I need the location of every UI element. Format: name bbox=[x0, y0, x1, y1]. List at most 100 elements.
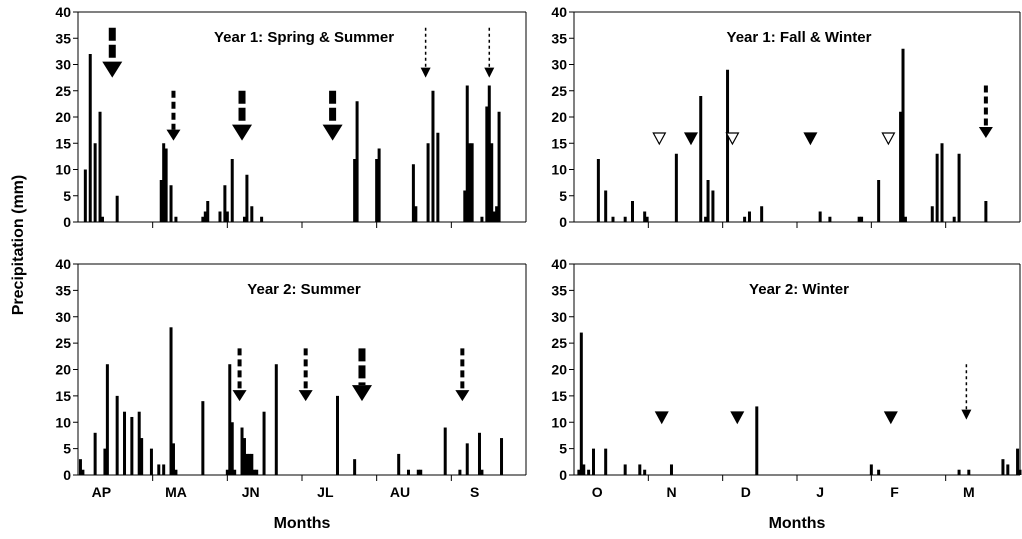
precip-bar bbox=[458, 469, 462, 475]
y-tick-label: 25 bbox=[551, 83, 567, 99]
precip-bar bbox=[100, 216, 104, 222]
precip-bar bbox=[157, 464, 161, 475]
precip-bar bbox=[604, 448, 608, 475]
precip-bar bbox=[643, 211, 647, 222]
precip-bar bbox=[577, 469, 581, 475]
y-tick-label: 35 bbox=[55, 282, 71, 298]
y-tick-label: 35 bbox=[551, 282, 567, 298]
precip-bar bbox=[899, 111, 903, 222]
precip-bar bbox=[877, 469, 881, 475]
y-tick-label: 40 bbox=[551, 256, 567, 272]
precip-bar bbox=[755, 406, 759, 475]
precip-bar bbox=[1006, 464, 1010, 475]
precip-bar bbox=[335, 395, 339, 475]
open-triangle-marker bbox=[881, 132, 896, 146]
precip-bar bbox=[643, 469, 647, 475]
y-tick-label: 10 bbox=[55, 414, 71, 430]
precip-bar bbox=[149, 448, 153, 475]
precip-bar bbox=[468, 143, 472, 222]
precip-bar bbox=[500, 438, 504, 475]
y-axis-title: Precipitation (mm) bbox=[10, 175, 27, 315]
precip-bar bbox=[377, 148, 381, 222]
precip-bar bbox=[818, 211, 822, 222]
y-tick-label: 15 bbox=[551, 388, 567, 404]
precip-bar bbox=[623, 464, 627, 475]
precip-bar bbox=[857, 216, 861, 222]
y-tick-label: 5 bbox=[559, 188, 567, 204]
x-tick-label: F bbox=[890, 484, 899, 500]
y-tick-label: 0 bbox=[559, 467, 567, 483]
precip-bar bbox=[225, 469, 229, 475]
precip-bar bbox=[137, 411, 141, 475]
precip-bar bbox=[250, 206, 254, 222]
precip-bar bbox=[218, 211, 222, 222]
x-tick-label: O bbox=[592, 484, 603, 500]
precip-bar bbox=[93, 143, 97, 222]
precip-bar bbox=[274, 364, 278, 475]
precip-bar bbox=[638, 464, 642, 475]
thick-arrow-marker-head bbox=[322, 124, 343, 141]
precip-bar bbox=[223, 185, 227, 222]
precip-bar bbox=[115, 195, 119, 222]
precip-bar bbox=[860, 216, 864, 222]
precip-bar bbox=[233, 469, 237, 475]
precip-bar bbox=[245, 174, 249, 222]
precip-bar bbox=[262, 411, 266, 475]
x-tick-label: D bbox=[741, 484, 751, 500]
x-tick-label: M bbox=[963, 484, 975, 500]
precip-bar bbox=[140, 438, 144, 475]
precip-bar bbox=[711, 190, 715, 222]
precip-bar bbox=[611, 216, 615, 222]
precip-bar bbox=[587, 469, 591, 475]
x-tick-label: S bbox=[470, 484, 479, 500]
filled-triangle-marker bbox=[654, 411, 669, 425]
precip-bar bbox=[582, 464, 586, 475]
precip-bar bbox=[726, 69, 730, 222]
precip-bar bbox=[230, 422, 234, 475]
filled-triangle-marker bbox=[683, 132, 698, 146]
y-tick-label: 0 bbox=[63, 214, 71, 230]
y-tick-label: 25 bbox=[55, 335, 71, 351]
precip-bar bbox=[630, 201, 634, 222]
precip-bar bbox=[171, 443, 175, 475]
precip-bar bbox=[225, 211, 229, 222]
precip-bar bbox=[174, 469, 178, 475]
y-tick-label: 35 bbox=[551, 30, 567, 46]
y-tick-label: 25 bbox=[551, 335, 567, 351]
precip-bar bbox=[406, 469, 410, 475]
thick-arrow-marker-head bbox=[102, 61, 123, 78]
dashed-arrow-marker-head bbox=[166, 129, 181, 141]
precip-bar bbox=[130, 416, 134, 475]
precip-bar bbox=[206, 201, 210, 222]
precip-bar bbox=[201, 401, 205, 475]
precip-bar bbox=[426, 143, 430, 222]
precip-bar bbox=[260, 216, 264, 222]
precip-bar bbox=[903, 216, 907, 222]
dashed-arrow-marker-head bbox=[298, 390, 313, 402]
y-tick-label: 30 bbox=[55, 309, 71, 325]
y-tick-label: 30 bbox=[551, 57, 567, 73]
x-tick-label: JN bbox=[242, 484, 260, 500]
dashed-arrow-marker-head bbox=[232, 390, 247, 402]
precip-bar bbox=[952, 216, 956, 222]
precip-bar bbox=[604, 190, 608, 222]
thick-arrow-marker-head bbox=[351, 385, 372, 402]
precip-bar bbox=[353, 459, 357, 475]
precip-bar bbox=[957, 469, 961, 475]
open-triangle-marker bbox=[652, 132, 667, 146]
precip-bar bbox=[492, 211, 496, 222]
y-tick-label: 35 bbox=[55, 30, 71, 46]
x-tick-label: J bbox=[816, 484, 824, 500]
panel-title: Year 2: Summer bbox=[247, 281, 361, 298]
panel-title: Year 2: Winter bbox=[749, 281, 849, 298]
precip-bar bbox=[1001, 459, 1005, 475]
y-tick-label: 40 bbox=[55, 4, 71, 20]
precip-bar bbox=[465, 85, 469, 222]
y-tick-label: 30 bbox=[55, 57, 71, 73]
precip-bar bbox=[242, 216, 246, 222]
precip-bar bbox=[250, 453, 254, 475]
precip-bar bbox=[419, 469, 423, 475]
precip-bar bbox=[443, 427, 447, 475]
y-tick-label: 0 bbox=[63, 467, 71, 483]
